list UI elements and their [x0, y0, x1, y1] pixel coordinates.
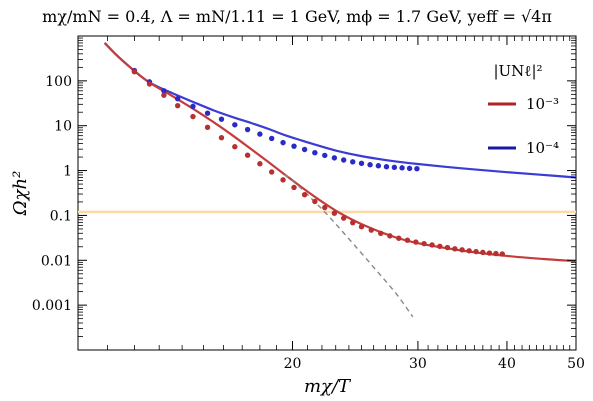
data-point [280, 177, 286, 183]
data-point [291, 143, 297, 149]
chart-title: mχ/mN = 0.4, Λ = mN/1.11 = 1 GeV, mϕ = 1… [42, 7, 552, 26]
data-point [331, 210, 338, 216]
data-point [190, 113, 196, 120]
data-point [218, 135, 225, 141]
series-line-dashed [284, 173, 414, 318]
data-point [459, 247, 465, 253]
data-point [486, 250, 493, 256]
data-point [312, 150, 318, 156]
data-point [244, 126, 251, 133]
legend-label-1e-3: 10⁻³ [526, 95, 559, 113]
y-tick-label: 0.1 [50, 208, 72, 224]
data-point [480, 249, 486, 256]
data-point [268, 135, 275, 142]
data-point [280, 139, 286, 146]
data-point [146, 81, 153, 87]
y-axis-label: Ωχh² [10, 171, 31, 217]
data-point [378, 230, 384, 236]
data-point [232, 144, 238, 150]
x-tick-label: 20 [284, 356, 302, 372]
data-point [429, 242, 435, 248]
data-point [367, 162, 373, 168]
data-point [413, 239, 419, 245]
legend-title: |UNℓ|² [493, 62, 542, 80]
y-tick-label: 1 [63, 164, 72, 180]
data-point [301, 146, 308, 153]
data-point [268, 169, 275, 175]
data-point [322, 204, 328, 211]
y-tick-label: 100 [45, 74, 72, 90]
data-point [350, 219, 356, 226]
data-point [358, 224, 365, 230]
y-tick-label: 10 [54, 119, 72, 135]
data-point [473, 248, 479, 255]
data-point [204, 124, 211, 131]
data-point [437, 243, 443, 250]
data-point [340, 157, 347, 163]
x-axis-label: mχ/T [304, 376, 352, 397]
data-point [396, 235, 402, 241]
data-point [421, 240, 427, 247]
series-line-0 [103, 42, 576, 179]
data-point [257, 131, 263, 137]
data-point [414, 166, 420, 172]
x-tick-label: 40 [498, 356, 516, 372]
x-tick-label: 50 [567, 356, 585, 372]
data-point [375, 163, 382, 169]
data-point [301, 191, 308, 198]
data-point [340, 215, 347, 221]
data-point [322, 152, 328, 159]
data-point [291, 184, 297, 191]
data-point [350, 159, 356, 165]
data-point [399, 165, 405, 171]
data-point [404, 237, 411, 243]
data-point [190, 103, 196, 110]
y-tick-label: 0.01 [41, 253, 72, 269]
data-point [312, 198, 318, 205]
data-point [358, 160, 365, 167]
y-tick-label: 0.001 [32, 298, 72, 314]
x-tick-label: 30 [409, 356, 427, 372]
data-point [391, 164, 398, 171]
data-point [331, 155, 338, 161]
data-point [161, 92, 167, 98]
data-point [218, 116, 225, 122]
data-point [204, 110, 211, 116]
data-point [232, 122, 238, 128]
data-point [244, 152, 251, 158]
data-point [383, 163, 390, 170]
data-point [257, 161, 263, 167]
data-point [493, 250, 499, 257]
data-point [499, 251, 505, 257]
legend: |UNℓ|² 10⁻³ 10⁻⁴ [488, 62, 559, 157]
data-point [161, 88, 167, 94]
data-point [131, 69, 138, 75]
data-point [174, 96, 181, 102]
data-point [387, 233, 393, 239]
data-point [174, 102, 181, 109]
data-point [452, 246, 458, 252]
legend-label-1e-4: 10⁻⁴ [526, 139, 559, 157]
data-point [466, 248, 472, 254]
data-point [406, 165, 413, 172]
data-point [444, 244, 451, 251]
data-point [368, 227, 374, 233]
